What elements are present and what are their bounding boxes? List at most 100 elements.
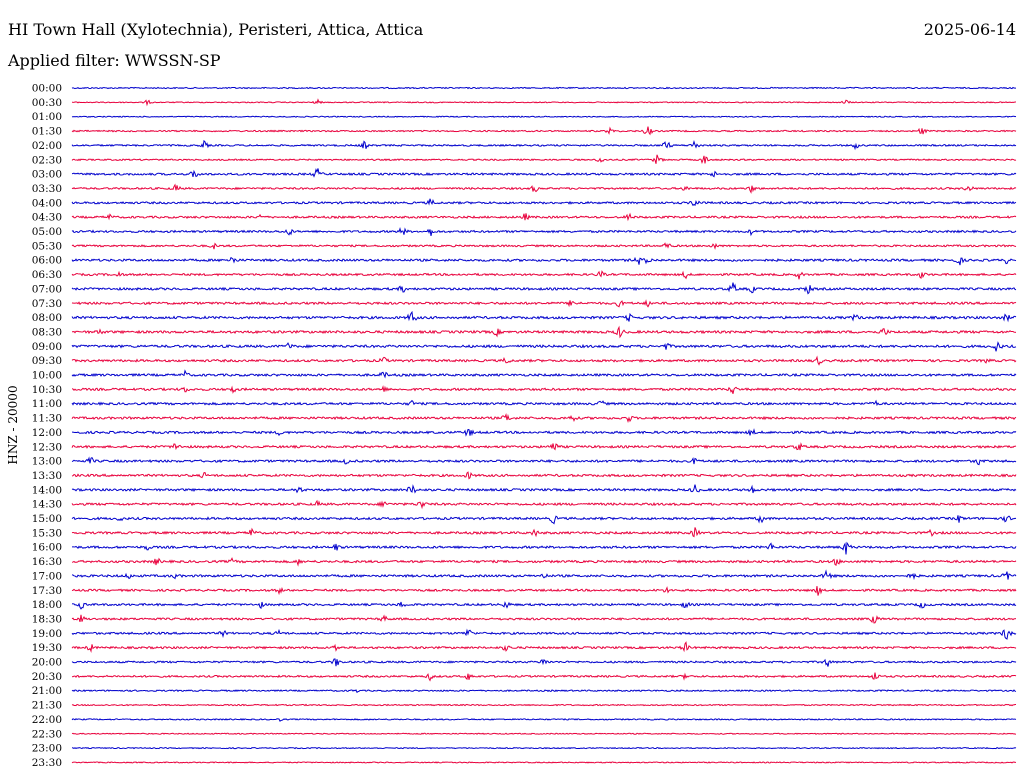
trace-line <box>71 527 1017 538</box>
trace-line <box>71 139 1017 151</box>
tick-label: 09:00 <box>32 341 62 353</box>
tick-label: 02:00 <box>32 140 62 152</box>
trace-line <box>71 126 1017 136</box>
tick-label: 00:30 <box>32 97 62 109</box>
trace-line <box>71 499 1017 510</box>
tick-label: 04:00 <box>32 197 62 209</box>
tick-label: 03:30 <box>32 183 62 195</box>
trace-line <box>71 732 1017 735</box>
station-title: HI Town Hall (Xylotechnia), Peristeri, A… <box>8 20 424 39</box>
trace-line <box>71 428 1017 437</box>
trace-line <box>71 369 1017 379</box>
tick-label: 18:30 <box>32 613 62 625</box>
tick-label: 17:30 <box>32 585 62 597</box>
trace-line <box>71 256 1017 266</box>
tick-label: 14:00 <box>32 484 62 496</box>
trace-line <box>71 672 1017 682</box>
trace-line <box>71 198 1017 207</box>
tick-label: 08:00 <box>32 312 62 324</box>
trace-line <box>71 761 1017 764</box>
trace-line <box>71 325 1017 339</box>
tick-label: 08:30 <box>32 326 62 338</box>
trace-line <box>71 614 1017 624</box>
tick-label: 19:00 <box>32 628 62 640</box>
tick-label: 05:30 <box>32 240 62 252</box>
trace-line <box>71 557 1017 567</box>
trace-line <box>71 212 1017 222</box>
tick-label: 23:00 <box>32 743 62 755</box>
tick-label: 12:30 <box>32 441 62 453</box>
tick-label: 17:00 <box>32 570 62 582</box>
tick-label: 10:00 <box>32 370 62 382</box>
trace-line <box>71 658 1017 667</box>
tick-label: 18:00 <box>32 599 62 611</box>
trace-line <box>71 484 1017 494</box>
tick-label: 23:30 <box>32 757 62 769</box>
trace-line <box>71 471 1017 480</box>
tick-label: 06:00 <box>32 255 62 267</box>
trace-line <box>71 282 1017 295</box>
trace-line <box>71 242 1017 250</box>
trace-line <box>71 385 1017 394</box>
tick-label: 06:30 <box>32 269 62 281</box>
trace-line <box>71 746 1017 750</box>
trace-line <box>71 115 1017 118</box>
trace-line <box>71 412 1017 423</box>
tick-label: 01:00 <box>32 111 62 123</box>
filter-label: Applied filter: WWSSN-SP <box>8 51 221 70</box>
trace-line <box>71 718 1017 722</box>
trace-line <box>71 442 1017 451</box>
tick-label: 13:30 <box>32 470 62 482</box>
trace-line <box>71 154 1017 165</box>
tick-label: 21:00 <box>32 685 62 697</box>
tick-label: 14:30 <box>32 499 62 511</box>
trace-line <box>71 98 1017 107</box>
tick-label: 22:00 <box>32 714 62 726</box>
tick-label: 01:30 <box>32 126 62 138</box>
tick-label: 13:00 <box>32 456 62 468</box>
trace-line <box>71 86 1017 90</box>
trace-line <box>71 569 1017 581</box>
trace-line <box>71 168 1017 178</box>
trace-line <box>71 628 1017 640</box>
trace-line <box>71 355 1017 366</box>
tick-label: 22:30 <box>32 728 62 740</box>
trace-line <box>71 689 1017 694</box>
trace-line <box>71 227 1017 237</box>
tick-label: 16:30 <box>32 556 62 568</box>
trace-line <box>71 703 1017 707</box>
trace-line <box>71 183 1017 194</box>
tick-label: 11:00 <box>32 398 62 410</box>
trace-line <box>71 270 1017 280</box>
tick-label: 03:00 <box>32 169 62 181</box>
tick-label: 05:00 <box>32 226 62 238</box>
time-tick-labels: 00:00 00:30 01:00 01:30 02:00 02:30 03:00 03:30… <box>32 83 62 769</box>
trace-line <box>71 299 1017 308</box>
tick-label: 07:30 <box>32 298 62 310</box>
tick-label: 19:30 <box>32 642 62 654</box>
trace-line <box>71 641 1017 654</box>
tick-label: 07:00 <box>32 283 62 295</box>
tick-label: 20:00 <box>32 657 62 669</box>
date-label: 2025-06-14 <box>923 20 1016 39</box>
tick-label: 12:00 <box>32 427 62 439</box>
trace-line <box>71 601 1017 610</box>
tick-label: 10:30 <box>32 384 62 396</box>
tick-label: 16:00 <box>32 542 62 554</box>
trace-line <box>71 310 1017 323</box>
trace-line <box>71 341 1017 352</box>
tick-label: 15:30 <box>32 527 62 539</box>
trace-line <box>71 515 1017 525</box>
trace-line <box>71 456 1017 466</box>
tick-label: 15:00 <box>32 513 62 525</box>
tick-label: 11:30 <box>32 413 62 425</box>
tick-label: 21:30 <box>32 700 62 712</box>
tick-label: 04:30 <box>32 212 62 224</box>
tick-label: 20:30 <box>32 671 62 683</box>
trace-line <box>71 541 1017 555</box>
trace-line <box>71 586 1017 596</box>
seismic-traces <box>71 86 1017 764</box>
tick-label: 09:30 <box>32 355 62 367</box>
tick-label: 00:00 <box>32 83 62 95</box>
